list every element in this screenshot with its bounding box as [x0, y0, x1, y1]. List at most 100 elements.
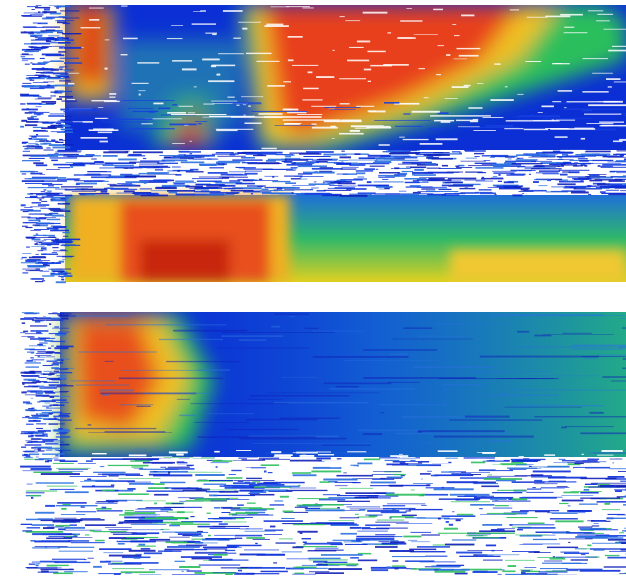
noise-streak: [594, 523, 599, 524]
noise-streak: [246, 419, 318, 420]
noise-streak: [25, 362, 41, 363]
noise-streak: [22, 180, 44, 182]
noise-streak: [365, 524, 390, 526]
noise-streak: [93, 472, 126, 473]
noise-streak: [24, 207, 32, 208]
noise-streak: [286, 169, 296, 170]
noise-streak: [457, 514, 474, 516]
noise-streak: [214, 518, 236, 519]
noise-streak: [22, 382, 37, 384]
noise-streak: [339, 133, 364, 135]
noise-streak: [222, 335, 283, 337]
noise-streak: [299, 153, 322, 155]
noise-streak: [55, 189, 67, 190]
noise-streak: [36, 353, 53, 354]
noise-streak: [216, 466, 218, 468]
noise-streak: [464, 457, 495, 458]
noise-streak: [225, 574, 233, 576]
noise-streak: [35, 459, 44, 460]
noise-streak: [55, 360, 62, 361]
noise-streak: [154, 503, 157, 505]
noise-streak: [543, 173, 560, 174]
noise-streak: [136, 509, 173, 510]
noise-streak: [253, 539, 270, 540]
noise-streak: [337, 495, 379, 496]
noise-streak: [490, 498, 507, 500]
noise-streak: [445, 182, 463, 183]
noise-streak: [38, 11, 41, 12]
noise-streak: [51, 226, 62, 227]
noise-streak: [309, 183, 331, 185]
noise-streak: [579, 528, 606, 530]
noise-streak: [95, 503, 117, 504]
noise-streak: [374, 181, 404, 182]
noise-streak: [264, 25, 289, 27]
noise-streak: [204, 548, 227, 549]
noise-streak: [81, 137, 108, 139]
noise-streak: [622, 368, 626, 369]
noise-streak: [451, 473, 471, 475]
noise-streak: [36, 423, 46, 424]
noise-streak: [560, 174, 568, 176]
noise-streak: [41, 101, 56, 103]
noise-streak: [590, 412, 604, 414]
noise-streak: [580, 478, 616, 480]
noise-streak: [282, 161, 287, 162]
noise-streak: [41, 180, 67, 181]
noise-streak: [24, 457, 33, 458]
noise-streak: [526, 574, 558, 575]
noise-streak: [35, 546, 68, 547]
noise-streak: [532, 465, 548, 467]
noise-streak: [167, 112, 186, 114]
noise-streak: [144, 393, 209, 394]
noise-streak: [246, 537, 265, 539]
noise-streak: [24, 452, 38, 453]
noise-streak: [43, 316, 46, 317]
noise-streak: [109, 151, 130, 152]
noise-streak: [246, 180, 278, 181]
noise-streak: [240, 490, 264, 492]
noise-streak: [46, 103, 56, 104]
noise-streak: [599, 122, 624, 123]
noise-streak: [45, 436, 48, 437]
noise-streak: [61, 277, 64, 278]
noise-streak: [370, 166, 385, 167]
noise-streak: [47, 351, 53, 352]
noise-streak: [273, 562, 277, 563]
noise-streak: [427, 471, 432, 472]
noise-streak: [234, 480, 275, 481]
noise-streak: [98, 107, 103, 108]
noise-streak: [98, 132, 113, 134]
noise-streak: [392, 339, 473, 340]
noise-streak: [602, 376, 626, 378]
noise-streak: [179, 415, 195, 417]
noise-streak: [20, 171, 34, 173]
noise-streak: [30, 193, 59, 194]
noise-streak: [441, 121, 451, 123]
noise-streak: [445, 98, 458, 99]
noise-streak: [455, 166, 459, 168]
noise-streak: [213, 495, 255, 496]
noise-streak: [25, 260, 36, 262]
noise-streak: [394, 167, 399, 169]
noise-streak: [109, 555, 141, 557]
noise-streak: [281, 518, 295, 519]
noise-streak: [27, 6, 38, 7]
noise-streak: [38, 391, 53, 392]
noise-streak: [383, 64, 409, 66]
noise-streak: [487, 513, 519, 514]
noise-streak: [21, 204, 26, 206]
noise-streak: [259, 113, 283, 115]
noise-streak: [143, 158, 146, 159]
noise-streak: [585, 358, 598, 359]
noise-streak: [302, 565, 339, 566]
noise-streak: [58, 424, 65, 425]
noise-streak: [395, 536, 403, 537]
noise-streak: [135, 554, 142, 555]
noise-streak: [49, 209, 62, 210]
noise-streak: [283, 81, 291, 82]
noise-streak: [376, 169, 379, 170]
noise-streak: [316, 76, 334, 78]
noise-streak: [427, 194, 446, 196]
noise-streak: [213, 526, 249, 527]
